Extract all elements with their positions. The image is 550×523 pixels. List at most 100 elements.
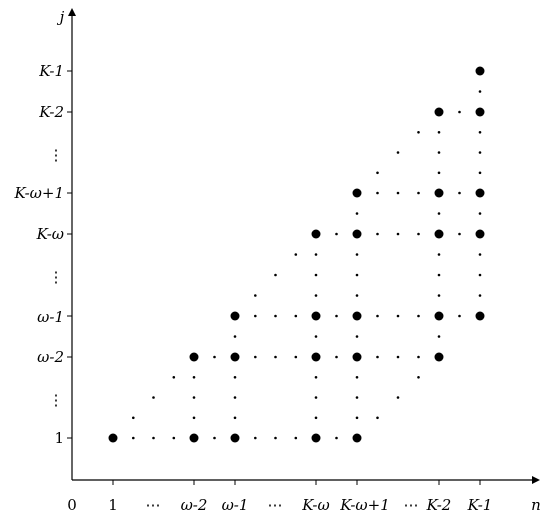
connector-dot bbox=[478, 212, 482, 215]
lattice-point bbox=[434, 311, 444, 321]
connector-dot bbox=[274, 314, 277, 318]
connector-dot bbox=[152, 396, 155, 399]
y-ellipsis: ⋮ bbox=[49, 391, 64, 409]
y-tick-label: K-2 bbox=[38, 103, 64, 121]
connector-dot bbox=[437, 335, 441, 338]
connector-dot bbox=[458, 232, 461, 236]
connector-dot bbox=[294, 314, 298, 318]
x-ellipsis: ⋯ bbox=[146, 496, 161, 514]
connector-dot bbox=[314, 416, 318, 420]
connector-dot bbox=[458, 110, 461, 114]
connector-dot bbox=[437, 294, 441, 297]
lattice-point bbox=[475, 107, 485, 117]
connector-dot bbox=[355, 294, 359, 297]
x-ellipsis: ⋯ bbox=[268, 496, 283, 514]
lattice-point bbox=[352, 188, 362, 198]
connector-dot bbox=[417, 355, 420, 359]
connector-dot bbox=[152, 436, 155, 440]
connector-dot bbox=[396, 314, 400, 318]
connector-dot bbox=[458, 314, 461, 318]
lattice-point bbox=[311, 311, 321, 321]
connector-dot bbox=[396, 396, 400, 399]
connector-dot bbox=[376, 171, 379, 175]
connector-dot bbox=[478, 273, 482, 277]
connector-dot bbox=[274, 436, 277, 440]
connector-dot bbox=[132, 416, 135, 420]
x-ellipsis: ⋯ bbox=[404, 496, 419, 514]
connector-dot bbox=[233, 335, 237, 338]
connector-dot bbox=[294, 253, 298, 256]
connector-dot bbox=[213, 436, 216, 440]
connector-dot bbox=[396, 191, 400, 195]
lattice-point bbox=[311, 229, 321, 239]
connector-dot bbox=[396, 232, 400, 236]
connector-dot bbox=[376, 191, 379, 195]
connector-dot bbox=[478, 131, 482, 134]
connector-dot bbox=[274, 355, 277, 359]
y-tick-label: K-ω bbox=[36, 225, 64, 243]
connector-dot bbox=[478, 253, 482, 256]
connector-dot bbox=[355, 376, 359, 379]
connector-dot bbox=[314, 273, 318, 277]
lattice-point bbox=[475, 229, 485, 239]
x-tick-label: K-ω bbox=[301, 496, 329, 514]
connector-dot bbox=[396, 151, 400, 154]
connector-dot bbox=[396, 355, 400, 359]
x-tick-label: 1 bbox=[108, 496, 118, 514]
y-ellipsis: ⋮ bbox=[49, 268, 64, 286]
connector-dot bbox=[355, 273, 359, 277]
connector-dot bbox=[417, 232, 420, 236]
connector-dot bbox=[355, 335, 359, 338]
x-tick-label: ω-1 bbox=[222, 496, 249, 514]
connector-dot bbox=[376, 416, 379, 420]
lattice-point bbox=[189, 352, 199, 362]
connector-dot bbox=[314, 335, 318, 338]
connector-dot bbox=[294, 355, 298, 359]
lattice-point bbox=[434, 229, 444, 239]
connector-dot bbox=[376, 232, 379, 236]
connector-dot bbox=[314, 376, 318, 379]
x-tick-label: K-1 bbox=[467, 496, 493, 514]
lattice-point bbox=[230, 352, 240, 362]
connector-dot bbox=[478, 90, 482, 93]
connector-dot bbox=[254, 314, 257, 318]
connector-dot bbox=[172, 436, 176, 440]
connector-dot bbox=[355, 253, 359, 256]
connector-dot bbox=[417, 314, 420, 318]
lattice-point bbox=[230, 311, 240, 321]
connector-dot bbox=[376, 314, 379, 318]
connector-dot bbox=[437, 131, 441, 134]
connector-dot bbox=[314, 396, 318, 399]
connector-dot bbox=[254, 436, 257, 440]
connector-dot bbox=[458, 191, 461, 195]
connector-dot bbox=[132, 436, 135, 440]
lattice-point bbox=[230, 433, 240, 443]
connector-dot bbox=[335, 355, 338, 359]
connector-dot bbox=[192, 416, 196, 420]
lattice-point bbox=[352, 229, 362, 239]
connector-dot bbox=[172, 376, 176, 379]
lattice-point bbox=[475, 311, 485, 321]
connector-dot bbox=[254, 355, 257, 359]
connector-dot bbox=[437, 273, 441, 277]
connector-dot bbox=[417, 191, 420, 195]
connector-dot bbox=[274, 273, 277, 277]
y-tick-label: K-ω+1 bbox=[13, 184, 64, 202]
y-ellipsis: ⋮ bbox=[49, 146, 64, 164]
connector-dot bbox=[478, 294, 482, 297]
connector-dot bbox=[437, 253, 441, 256]
lattice-point bbox=[352, 352, 362, 362]
connector-dot bbox=[437, 171, 441, 175]
lattice-point bbox=[352, 311, 362, 321]
connector-dot bbox=[417, 376, 420, 379]
connector-dot bbox=[376, 355, 379, 359]
connector-dot bbox=[335, 314, 338, 318]
y-tick-label: 1 bbox=[54, 429, 64, 447]
connector-dot bbox=[355, 212, 359, 215]
connector-dot bbox=[335, 232, 338, 236]
y-tick-label: K-1 bbox=[38, 62, 64, 80]
connector-dot bbox=[437, 212, 441, 215]
connector-dot bbox=[192, 376, 196, 379]
y-tick-label: ω-1 bbox=[37, 308, 64, 326]
